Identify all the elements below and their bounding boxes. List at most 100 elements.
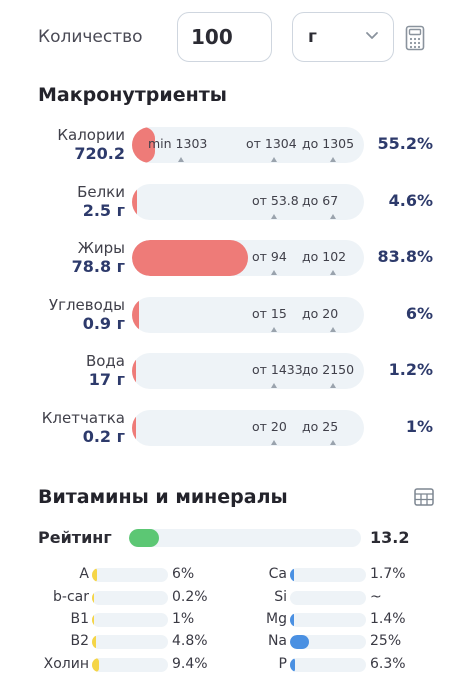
range-marker-icon (271, 214, 277, 219)
nutrient-progress-bar (92, 658, 168, 672)
nutrient-percent: 6.3% (370, 656, 406, 672)
nutrient-row: B1 1% (0, 610, 235, 630)
nutrient-row: Холин 9.4% (0, 655, 235, 675)
macro-row: Вода 17 г от 1433 до 2150 1.2% (0, 352, 471, 394)
range-marker-icon (271, 157, 277, 162)
range-marker-icon (330, 440, 336, 445)
macro-progress-fill (132, 410, 136, 446)
nutrient-percent: 1.7% (370, 566, 406, 582)
macro-progress-bar: от 94 до 102 (132, 240, 364, 276)
macro-range-from-label: от 15 (252, 306, 287, 321)
nutrient-percent: 1.4% (370, 611, 406, 627)
macro-progress-bar: от 20 до 25 (132, 410, 364, 446)
rating-value: 13.2 (370, 528, 410, 547)
nutrient-name: Ca (268, 566, 287, 582)
nutrient-progress-fill (290, 658, 295, 672)
range-marker-icon (330, 157, 336, 162)
macro-progress-fill (132, 353, 136, 389)
nutrient-name: Na (267, 633, 287, 649)
rating-bar (129, 529, 361, 547)
nutrient-row: Na 25% (198, 632, 433, 652)
macro-percent: 83.8% (377, 247, 433, 266)
nutrient-name: Si (274, 589, 287, 605)
macro-range-from-label: от 1304 (246, 136, 297, 151)
nutrient-progress-bar (92, 635, 168, 649)
macro-name: Жиры (77, 239, 125, 257)
macro-range-to-label: до 20 (302, 306, 339, 321)
nutrient-row: A 6% (0, 565, 235, 585)
macro-range-to-label: до 1305 (302, 136, 355, 151)
nutrient-percent: 4.8% (172, 633, 208, 649)
nutrient-row: B2 4.8% (0, 632, 235, 652)
nutrient-progress-fill (92, 635, 96, 649)
macro-percent: 1% (405, 417, 433, 436)
nutrient-progress-bar (92, 568, 168, 582)
quantity-input[interactable]: 100 (177, 12, 272, 62)
nutrient-percent: 6% (172, 566, 195, 582)
nutrient-progress-bar (290, 568, 366, 582)
range-marker-icon (178, 157, 184, 162)
nutrient-name: B2 (70, 633, 89, 649)
macro-progress-fill (132, 297, 139, 333)
quantity-label: Количество (38, 27, 143, 47)
macro-value: 0.9 г (82, 314, 125, 333)
nutrient-row: Ca 1.7% (198, 565, 433, 585)
quantity-row: Количество 100 г (0, 0, 471, 76)
macro-row: Углеводы 0.9 г от 15 до 20 6% (0, 296, 471, 338)
nutrient-name: A (79, 566, 89, 582)
macro-name: Калории (57, 126, 125, 144)
macro-range-from-label: от 20 (252, 419, 287, 434)
nutrient-progress-fill (290, 635, 309, 649)
macro-row: Белки 2.5 г от 53.8 до 67 4.6% (0, 183, 471, 225)
nutrient-name: b-car (53, 589, 89, 605)
range-marker-icon (271, 440, 277, 445)
macro-range-min-label: min 1303 (148, 136, 208, 151)
nutrient-progress-bar (92, 591, 168, 605)
nutrient-percent: 0.2% (172, 589, 208, 605)
macro-value: 2.5 г (82, 201, 125, 220)
macro-percent: 4.6% (388, 191, 433, 210)
macro-row: Клетчатка 0.2 г от 20 до 25 1% (0, 409, 471, 451)
macro-progress-fill (132, 184, 137, 220)
macro-range-to-label: до 25 (302, 419, 339, 434)
nutrient-progress-bar (290, 635, 366, 649)
macro-row: Жиры 78.8 г от 94 до 102 83.8% (0, 239, 471, 281)
nutrient-progress-fill (92, 568, 97, 582)
range-marker-icon (330, 327, 336, 332)
range-marker-icon (330, 214, 336, 219)
macro-name: Углеводы (48, 296, 125, 314)
macros-title: Макронутриенты (38, 84, 227, 106)
macro-range-to-label: до 2150 (302, 362, 355, 377)
range-marker-icon (330, 270, 336, 275)
nutrient-progress-bar (290, 613, 366, 627)
rating-label: Рейтинг (38, 528, 112, 547)
nutrient-row: P 6.3% (198, 655, 433, 675)
macro-name: Вода (85, 352, 125, 370)
nutrient-name: Mg (266, 611, 287, 627)
macro-percent: 55.2% (377, 134, 433, 153)
range-marker-icon (271, 383, 277, 388)
macro-progress-bar: от 53.8 до 67 (132, 184, 364, 220)
macro-value: 720.2 (74, 144, 125, 163)
nutrient-progress-fill (92, 613, 94, 627)
table-icon[interactable] (414, 488, 434, 506)
unit-select-value: г (308, 27, 317, 47)
range-marker-icon (271, 270, 277, 275)
macro-progress-bar: от 1433 до 2150 (132, 353, 364, 389)
calculator-icon[interactable] (405, 25, 425, 51)
nutrient-name: P (278, 656, 287, 672)
macro-range-from-label: от 1433 (252, 362, 303, 377)
nutrient-progress-fill (92, 591, 94, 605)
unit-select[interactable]: г (292, 12, 394, 62)
macro-progress-fill (132, 127, 156, 163)
macro-range-from-label: от 53.8 (252, 193, 299, 208)
macro-value: 0.2 г (82, 427, 125, 446)
macro-progress-bar: от 15 до 20 (132, 297, 364, 333)
nutrient-progress-bar (92, 613, 168, 627)
range-marker-icon (271, 327, 277, 332)
macro-value: 17 г (88, 370, 125, 389)
macro-row: Калории 720.2 min 1303 от 1304 до 1305 55.2% (0, 126, 471, 168)
nutrient-row: b-car 0.2% (0, 588, 235, 608)
macro-progress-fill (132, 240, 248, 276)
macro-name: Клетчатка (41, 409, 125, 427)
